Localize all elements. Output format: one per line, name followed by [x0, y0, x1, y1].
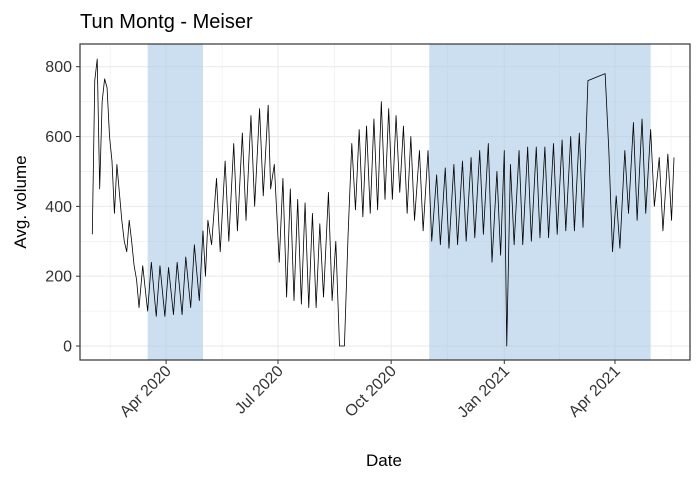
x-tick-label: Apr 2021 [566, 363, 624, 421]
plot-panel: 0 200 400 600 800 Apr 2020 Jul 2020 Oct 2020 Jan… [45, 43, 691, 422]
y-tick-label: 800 [45, 59, 72, 76]
x-tick-label: Apr 2020 [117, 363, 175, 421]
x-tick-label: Jan 2021 [455, 363, 514, 422]
x-tick-label: Jul 2020 [232, 363, 287, 418]
shaded-period [429, 44, 651, 360]
series-line [91, 58, 675, 347]
y-tick-label: 600 [45, 129, 72, 146]
y-tick-label: 400 [45, 199, 72, 216]
y-axis-title: Avg. volume [11, 155, 30, 248]
panel-border [79, 43, 691, 361]
chart-title: Tun Montg - Meiser [80, 11, 253, 33]
x-tick-label: Oct 2020 [342, 363, 400, 421]
x-axis-title: Date [366, 451, 402, 470]
y-tick-label: 200 [45, 269, 72, 286]
y-tick-label: 0 [63, 339, 72, 356]
